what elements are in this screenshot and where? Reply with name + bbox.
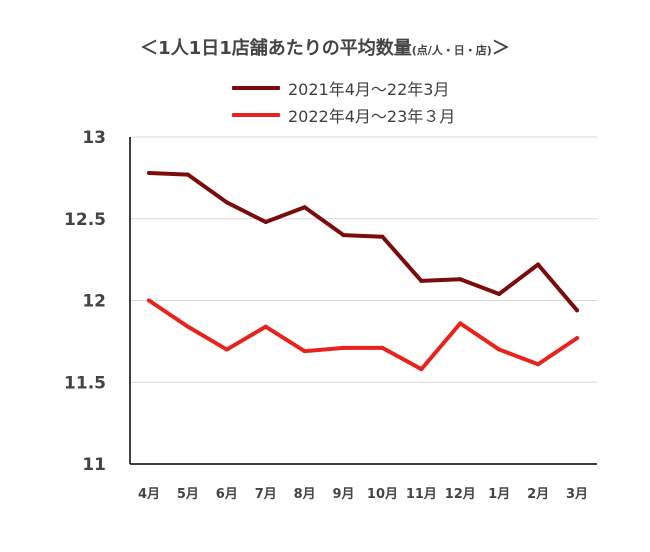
x-tick-label-9: 1月 (488, 487, 510, 502)
x-tick-label-1: 5月 (177, 487, 199, 502)
series-2-point-5 (341, 345, 346, 350)
series-1-point-3 (263, 220, 268, 225)
y-tick-label-2: 12 (82, 292, 106, 312)
series-1-point-7 (419, 278, 424, 283)
chart-title-unit: (点/人・日・店) (411, 44, 492, 57)
series-1-point-2 (224, 200, 229, 205)
series-2-point-10 (536, 362, 541, 367)
chart-legend: 2021年4月～22年3月 2022年4月～23年３月 (232, 74, 455, 128)
series-1-point-6 (380, 234, 385, 239)
y-tick-label-3: 12.5 (64, 210, 106, 230)
legend-item-series-2: 2022年4月～23年３月 (232, 101, 455, 128)
series-2-point-7 (419, 367, 424, 372)
series-line-1 (147, 170, 579, 313)
chart-title: ＜1人1日1店舗あたりの平均数量(点/人・日・店)＞ (0, 34, 650, 60)
legend-label-series-1: 2021年4月～22年3月 (288, 79, 450, 99)
y-tick-label-1: 11.5 (64, 373, 106, 393)
series-2-point-2 (224, 347, 229, 352)
legend-item-series-1: 2021年4月～22年3月 (232, 74, 455, 101)
series-2-point-3 (263, 324, 268, 329)
series-2-point-6 (380, 345, 385, 350)
chart-title-close: ＞ (491, 38, 510, 59)
series-2-point-9 (497, 347, 502, 352)
series-1-point-9 (497, 291, 502, 296)
series-1-point-11 (575, 308, 579, 313)
legend-label-series-2: 2022年4月～23年３月 (288, 106, 456, 126)
series-1-point-5 (341, 233, 346, 238)
x-tick-label-10: 2月 (527, 487, 549, 502)
series-1-point-0 (147, 170, 151, 175)
legend-swatch-series-2 (232, 112, 280, 117)
series-1-point-4 (302, 205, 307, 210)
series-2-point-0 (147, 298, 151, 303)
x-tick-label-6: 10月 (367, 487, 398, 502)
legend-swatch-series-1 (232, 85, 280, 90)
x-tick-label-3: 7月 (255, 487, 277, 502)
x-tick-label-5: 9月 (333, 487, 355, 502)
y-tick-label-4: 13 (82, 128, 106, 148)
series-2-point-11 (575, 336, 579, 341)
series-2-point-4 (302, 349, 307, 354)
series-line-2 (147, 298, 579, 372)
series-2-point-8 (458, 321, 463, 326)
series-2-point-1 (185, 324, 190, 329)
series-1-point-1 (185, 172, 190, 177)
series-1-point-10 (536, 262, 541, 267)
chart-title-text: ＜1人1日1店舗あたりの平均数量 (140, 38, 412, 59)
series-1-point-8 (458, 277, 463, 282)
x-tick-label-0: 4月 (138, 487, 160, 502)
x-tick-label-2: 6月 (216, 487, 238, 502)
x-tick-label-7: 11月 (406, 487, 437, 502)
x-tick-label-11: 3月 (566, 487, 588, 502)
y-tick-label-0: 11 (82, 455, 106, 475)
x-tick-label-4: 8月 (294, 487, 316, 502)
x-tick-label-8: 12月 (445, 487, 476, 502)
